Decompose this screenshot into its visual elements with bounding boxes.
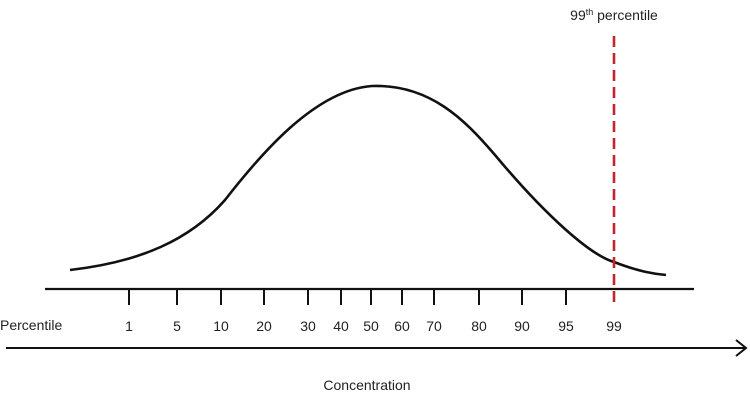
- tick-label-10: 10: [213, 318, 229, 334]
- distribution-curve: [69, 84, 667, 277]
- concentration-arrowhead-icon: [735, 339, 748, 357]
- tick-label-20: 20: [256, 318, 272, 334]
- percentile-axis-label: Percentile: [0, 317, 62, 333]
- tick-label-99: 99: [606, 318, 622, 334]
- tick-label-40: 40: [333, 318, 349, 334]
- concentration-axis-label: Concentration: [323, 377, 410, 393]
- percentile-tick-marks: [128, 289, 567, 305]
- marker-label-text: percentile: [597, 7, 658, 23]
- tick-label-30: 30: [300, 318, 316, 334]
- marker-label-superscript: th: [586, 7, 594, 17]
- percentile-tick-labels: 1 5 10 20 30 40 50 60 70 80 90 95 99: [125, 318, 622, 334]
- tick-label-70: 70: [426, 318, 442, 334]
- percentile-99-marker-label: 99th percentile: [570, 7, 658, 23]
- tick-label-5: 5: [173, 318, 181, 334]
- tick-label-90: 90: [514, 318, 530, 334]
- tick-label-95: 95: [558, 318, 574, 334]
- tick-label-50: 50: [363, 318, 379, 334]
- tick-label-60: 60: [394, 318, 410, 334]
- tick-label-80: 80: [471, 318, 487, 334]
- tick-label-1: 1: [125, 318, 133, 334]
- marker-label-number: 99: [570, 7, 586, 23]
